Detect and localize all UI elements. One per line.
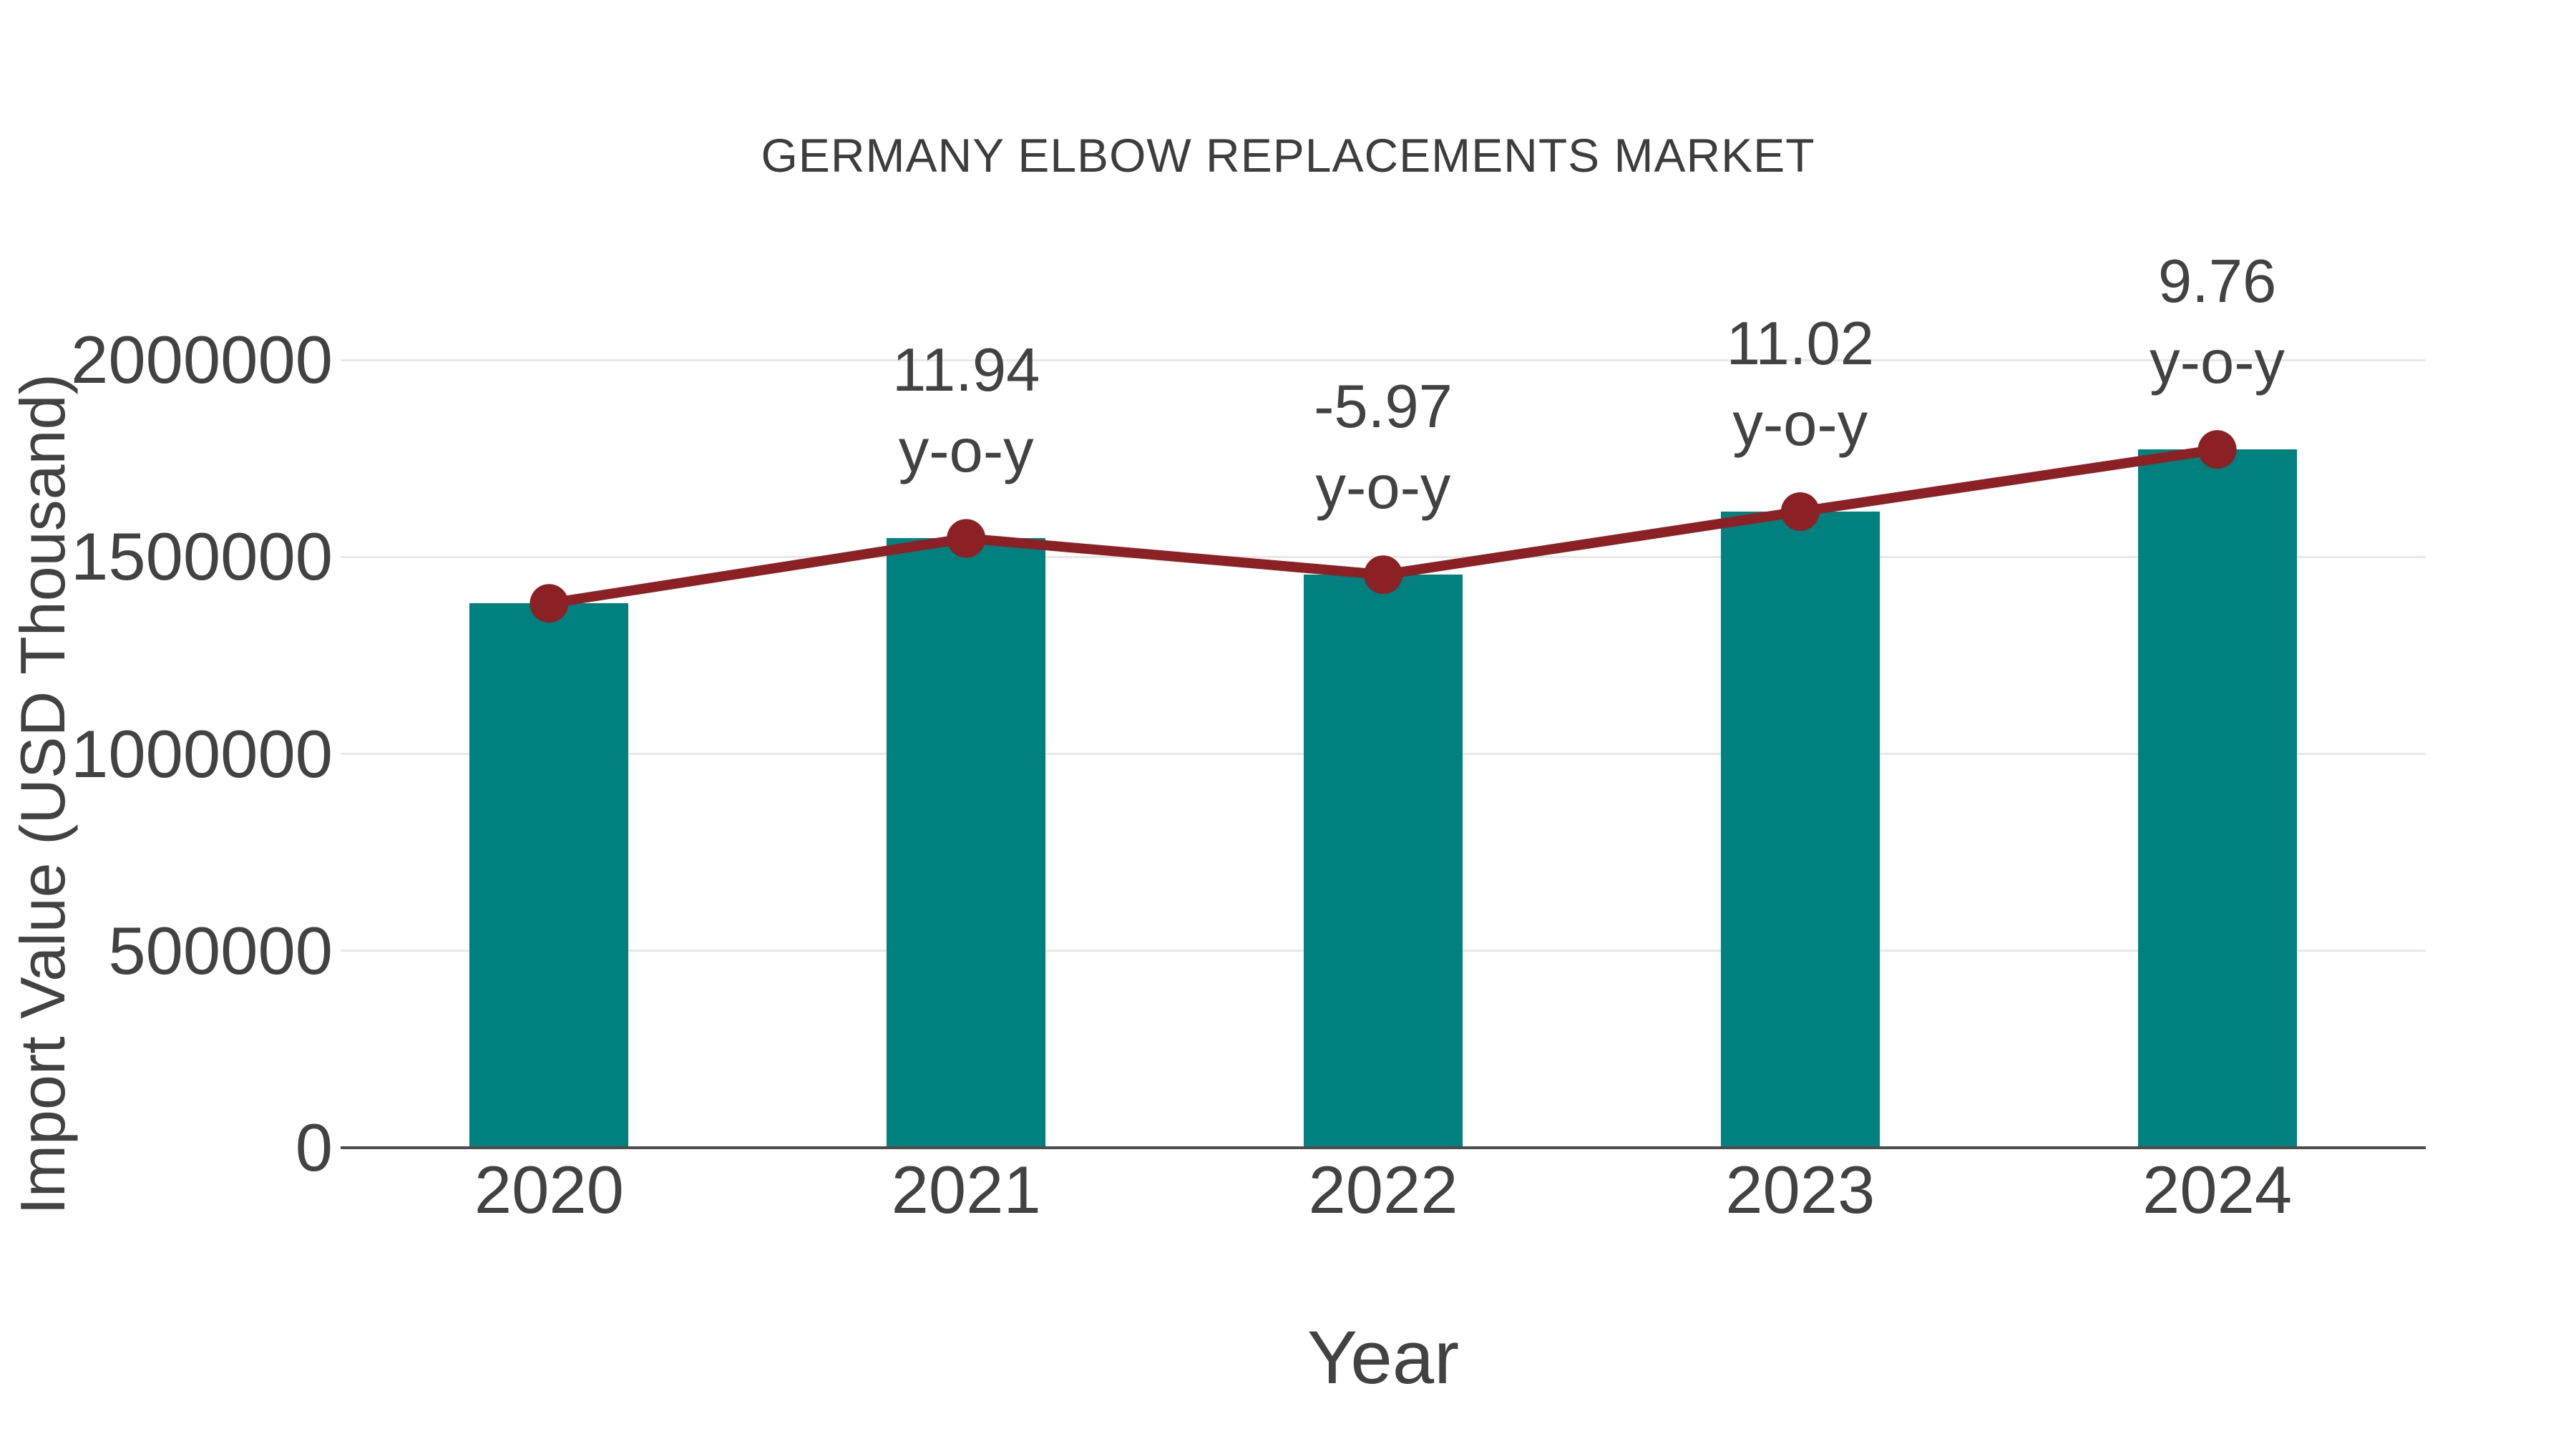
trend-marker-2022 — [1364, 555, 1402, 595]
trend-marker-2020 — [530, 584, 569, 623]
y-tick-label-0: 0 — [295, 1110, 333, 1185]
trend-marker-2021 — [947, 519, 986, 558]
x-axis-line — [341, 1146, 2426, 1149]
annotation-2022: -5.97 y-o-y — [1204, 366, 1562, 528]
chart-title: GERMANY ELBOW REPLACEMENTS MARKET — [761, 129, 1815, 182]
gridline-y-2000000 — [341, 358, 2426, 361]
annotation-yoy-label: y-o-y — [1315, 454, 1451, 522]
y-tick-label-1000000: 1000000 — [71, 716, 333, 791]
x-tick-label-2021: 2021 — [891, 1152, 1041, 1227]
y-tick-label-2000000: 2000000 — [71, 322, 333, 397]
y-tick-label-1500000: 1500000 — [71, 519, 333, 595]
annotation-yoy-label: y-o-y — [1732, 390, 1868, 459]
annotation-2021: 11.94 y-o-y — [787, 330, 1145, 492]
annotation-yoy-label: y-o-y — [898, 417, 1034, 486]
bar-2020 — [469, 603, 629, 1148]
bar-2024 — [2137, 449, 2297, 1148]
bar-2022 — [1304, 575, 1463, 1148]
annotation-value: 9.76 — [2157, 248, 2277, 316]
x-tick-label-2024: 2024 — [2142, 1152, 2293, 1227]
annotation-2024: 9.76 y-o-y — [2039, 241, 2396, 403]
trend-marker-2024 — [2197, 430, 2237, 469]
annotation-yoy-label: y-o-y — [2150, 328, 2285, 397]
bar-2021 — [887, 538, 1046, 1148]
bar-2023 — [1720, 511, 1880, 1148]
annotation-value: 11.94 — [892, 336, 1040, 405]
y-axis-title: Import Value (USD Thousand) — [7, 374, 78, 1215]
annotation-2023: 11.02 y-o-y — [1621, 303, 1979, 465]
annotation-value: -5.97 — [1314, 373, 1453, 441]
annotation-value: 11.02 — [1726, 309, 1874, 378]
trend-marker-2023 — [1780, 492, 1820, 531]
x-tick-label-2020: 2020 — [474, 1152, 624, 1227]
trend-line-layer — [530, 430, 2237, 623]
x-tick-label-2022: 2022 — [1308, 1152, 1458, 1227]
y-tick-label-500000: 500000 — [108, 912, 333, 988]
x-tick-label-2023: 2023 — [1725, 1152, 1875, 1227]
x-axis-title: Year — [1307, 1316, 1460, 1400]
